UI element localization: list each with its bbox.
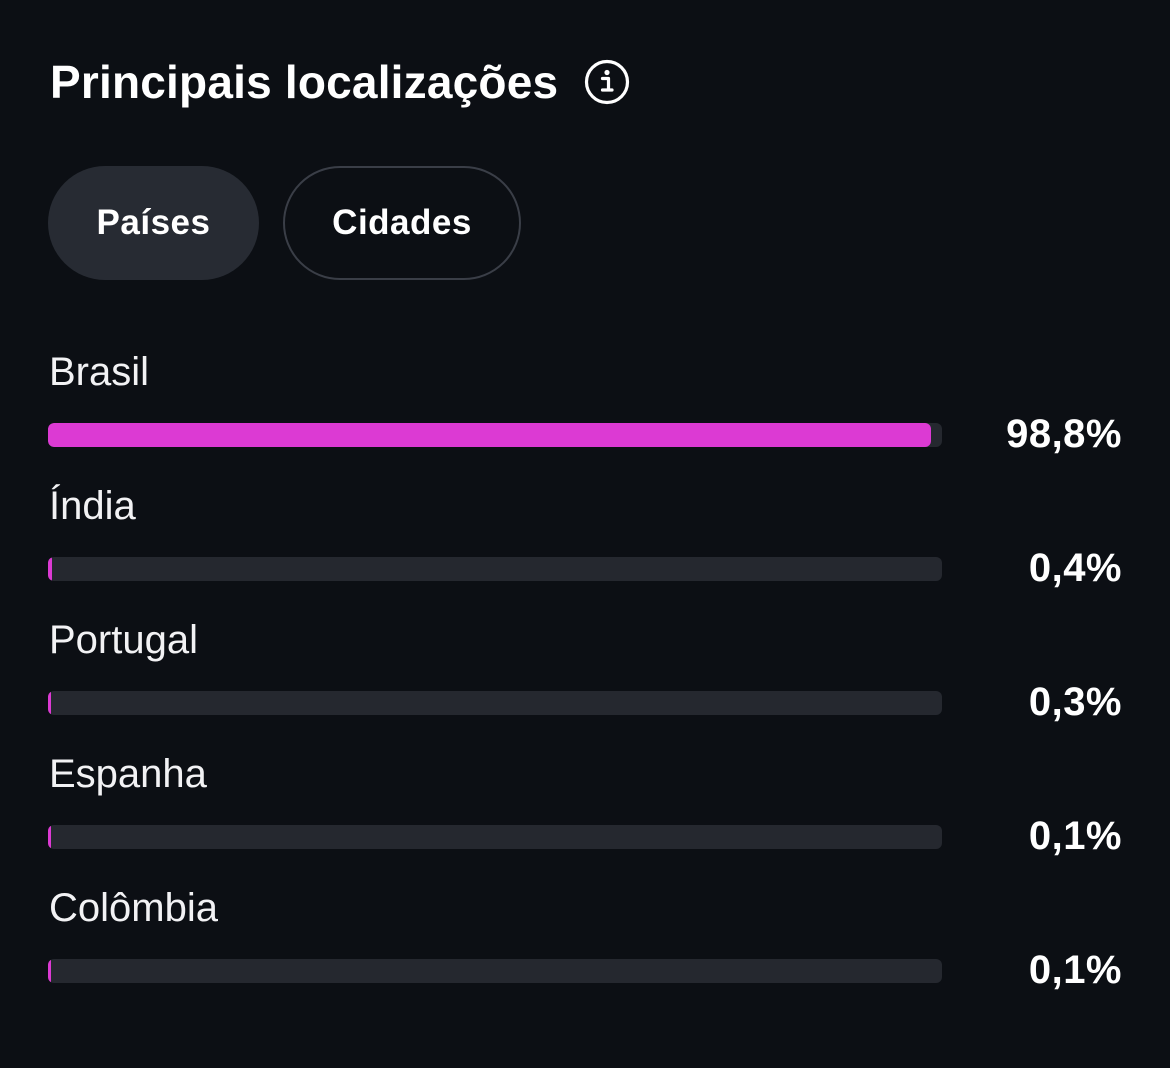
progress-bar-fill xyxy=(48,557,52,581)
percent-value: 0,1% xyxy=(1028,814,1122,858)
section-title: Principais localizações xyxy=(50,56,559,108)
progress-bar-track xyxy=(48,557,942,581)
progress-bar-fill xyxy=(48,423,932,447)
list-item: Índia 0,4% xyxy=(48,478,1122,612)
percent-value: 0,1% xyxy=(1028,948,1122,992)
country-name: Colômbia xyxy=(49,886,218,930)
percent-value: 0,4% xyxy=(1028,546,1122,590)
progress-bar-track xyxy=(48,959,942,983)
info-icon[interactable] xyxy=(584,59,630,105)
tab-cidades[interactable]: Cidades xyxy=(283,166,521,280)
progress-bar-fill xyxy=(48,825,51,849)
progress-bar-track xyxy=(48,825,942,849)
list-item: Portugal 0,3% xyxy=(48,612,1122,746)
tab-paises[interactable]: Países xyxy=(48,166,259,280)
percent-value: 0,3% xyxy=(1028,680,1122,724)
progress-bar-fill xyxy=(48,959,51,983)
progress-bar-track xyxy=(48,691,942,715)
country-name: Brasil xyxy=(49,350,150,394)
list-item: Colômbia 0,1% xyxy=(48,880,1122,1014)
progress-bar-track xyxy=(48,423,942,447)
country-name: Portugal xyxy=(49,618,198,662)
percent-value: 98,8% xyxy=(1006,412,1122,456)
locations-list: Brasil 98,8% Índia 0,4% Portugal 0,3% Es… xyxy=(48,344,1122,1014)
list-item: Brasil 98,8% xyxy=(48,344,1122,478)
country-name: Índia xyxy=(49,484,136,528)
location-tabs: Países Cidades xyxy=(48,166,521,280)
list-item: Espanha 0,1% xyxy=(48,746,1122,880)
progress-bar-fill xyxy=(48,691,51,715)
section-header: Principais localizações xyxy=(50,50,630,114)
country-name: Espanha xyxy=(49,752,207,796)
